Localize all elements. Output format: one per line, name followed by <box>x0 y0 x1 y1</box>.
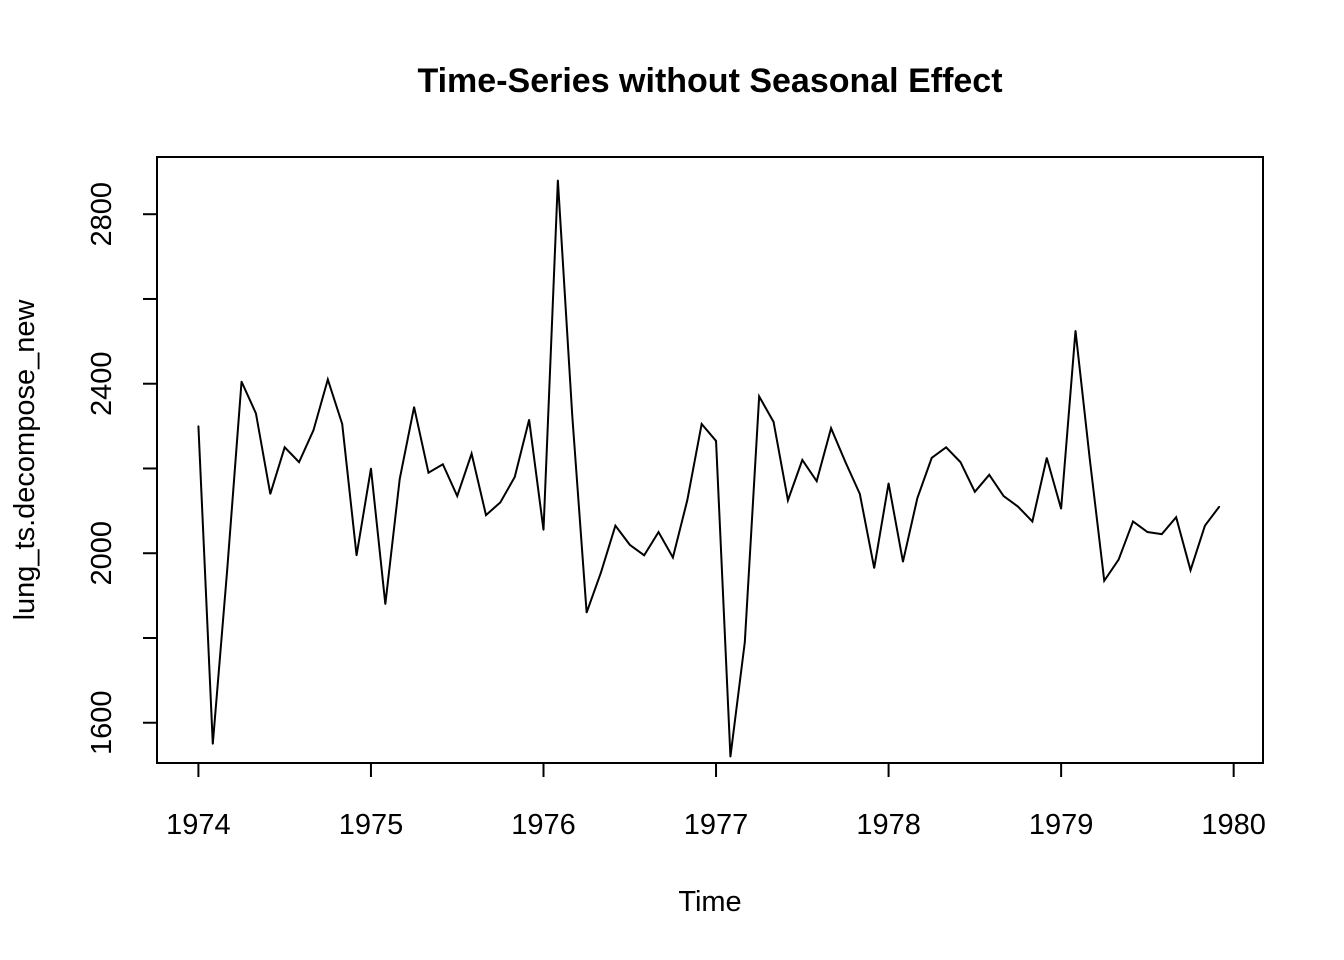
data-point <box>1074 329 1077 332</box>
x-tick-label: 1980 <box>1201 809 1266 841</box>
data-point <box>1218 505 1221 508</box>
data-point <box>298 461 300 463</box>
data-point <box>1045 457 1048 459</box>
y-tick-label: 2400 <box>86 351 118 416</box>
data-point <box>355 554 358 557</box>
data-point <box>427 471 430 474</box>
data-point <box>1132 520 1134 523</box>
data-point <box>657 531 660 533</box>
x-axis-label: Time <box>678 886 741 918</box>
x-tick-label: 1977 <box>684 809 749 841</box>
data-point <box>873 567 875 569</box>
data-point <box>729 755 732 758</box>
data-point <box>787 499 789 502</box>
data-point <box>643 554 645 557</box>
data-point <box>772 421 775 423</box>
y-tick-label: 2000 <box>86 521 118 586</box>
data-point <box>542 529 545 531</box>
data-point <box>585 611 588 614</box>
data-point <box>1204 524 1206 527</box>
chart-title: Time-Series without Seasonal Effect <box>417 62 1002 100</box>
data-point <box>240 380 243 383</box>
data-point <box>700 423 703 425</box>
data-point <box>571 414 574 417</box>
data-point <box>485 514 487 516</box>
data-point <box>226 569 228 571</box>
data-point <box>1031 520 1034 523</box>
data-point <box>672 556 674 559</box>
plot-frame <box>156 156 1264 764</box>
x-axis: 1974 1975 1976 1977 1978 1979 1980 <box>166 762 1266 841</box>
data-point <box>528 418 530 421</box>
data-point <box>255 412 257 415</box>
data-point <box>557 179 559 182</box>
data-point <box>1089 459 1091 461</box>
y-axis: 1600 2000 2400 2800 <box>86 182 158 755</box>
data-point <box>384 603 387 605</box>
data-point <box>815 480 818 482</box>
series-line <box>197 180 1221 757</box>
x-tick-label: 1975 <box>339 809 404 841</box>
y-axis-label: lung_ts.decompose_new <box>9 299 41 621</box>
data-point <box>513 476 516 478</box>
data-point <box>1146 531 1149 533</box>
data-point <box>902 560 904 563</box>
data-point <box>413 406 415 408</box>
data-point <box>283 446 286 449</box>
data-point <box>945 446 947 449</box>
data-point <box>341 423 344 425</box>
data-point <box>1017 505 1019 508</box>
x-tick-label: 1976 <box>511 809 576 841</box>
data-point <box>844 461 847 463</box>
data-point <box>600 571 602 574</box>
x-tick-label: 1979 <box>1029 809 1094 841</box>
series-points <box>197 179 1221 758</box>
data-point <box>974 490 976 493</box>
data-point <box>758 395 760 398</box>
data-point <box>442 463 444 466</box>
data-point <box>1103 579 1106 582</box>
data-point <box>628 543 631 546</box>
data-point <box>859 493 861 495</box>
data-point <box>1060 507 1062 510</box>
data-point <box>499 501 502 504</box>
data-point <box>211 743 214 745</box>
data-point <box>930 457 933 459</box>
y-tick-label: 1600 <box>86 690 118 755</box>
data-point <box>197 425 200 427</box>
x-tick-label: 1978 <box>856 809 921 841</box>
data-point <box>830 427 832 430</box>
y-tick-label: 2800 <box>86 182 118 247</box>
x-tick-label: 1974 <box>166 809 231 841</box>
data-point <box>1117 558 1120 561</box>
data-point <box>1189 569 1192 571</box>
data-point <box>370 467 372 470</box>
data-point <box>456 495 459 497</box>
data-point <box>1160 533 1163 535</box>
data-point <box>614 524 617 527</box>
data-point <box>801 459 804 461</box>
data-point <box>715 440 717 442</box>
data-point <box>916 497 919 499</box>
data-point <box>269 493 272 495</box>
data-point <box>887 482 890 485</box>
data-point <box>1175 516 1177 519</box>
data-point <box>1002 495 1005 497</box>
data-point <box>686 499 689 502</box>
data-point <box>959 461 962 463</box>
data-point <box>988 474 991 476</box>
data-point <box>312 429 315 432</box>
data-point <box>327 378 329 381</box>
data-point <box>398 478 401 480</box>
data-point <box>470 452 473 455</box>
data-point <box>744 641 746 644</box>
